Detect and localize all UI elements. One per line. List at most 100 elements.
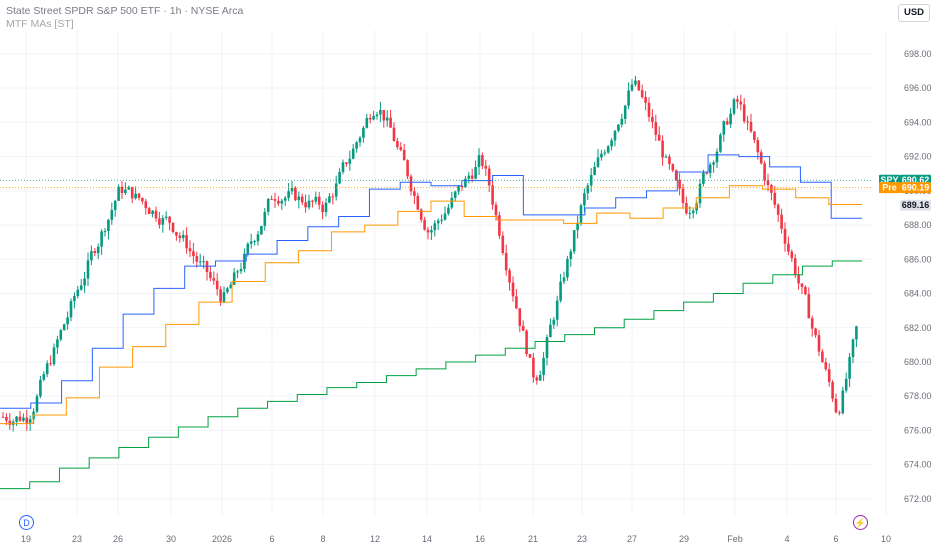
candle-body <box>28 419 32 423</box>
y-tick-label: 680.00 <box>904 357 932 367</box>
x-tick-label: 2026 <box>212 534 232 544</box>
candle-body <box>470 175 474 179</box>
candle-body <box>797 274 800 284</box>
candle-body <box>25 417 29 423</box>
candle-body <box>246 243 250 254</box>
candle-body <box>664 156 668 158</box>
candle-body <box>154 210 158 219</box>
candle-body <box>355 142 358 149</box>
candle-body <box>426 229 430 233</box>
price-tag-value: 689.16 <box>902 200 930 210</box>
candle-body <box>457 185 460 192</box>
candle-body <box>603 152 607 154</box>
candle-body <box>328 196 331 203</box>
candle-body <box>555 300 559 320</box>
candle-body <box>368 117 372 120</box>
candle-body <box>280 200 284 204</box>
y-tick-label: 676.00 <box>904 425 932 435</box>
candle-body <box>753 131 756 141</box>
candle-body <box>790 251 794 259</box>
x-tick-label: 12 <box>370 534 380 544</box>
candle-body <box>739 101 743 105</box>
candle-body <box>69 301 73 318</box>
candle-body <box>107 219 110 232</box>
candle-body <box>314 196 318 202</box>
candle-body <box>76 289 80 297</box>
candle-body <box>691 210 695 214</box>
candle-body <box>219 289 222 302</box>
candle-body <box>807 294 811 319</box>
candle-body <box>307 200 311 208</box>
candle-body <box>600 153 603 158</box>
price-axis[interactable]: 672.00 674.00 676.00 678.00 680.00 682.00 684.… <box>904 49 932 504</box>
indicator-label[interactable]: MTF MAs [ST] <box>6 18 74 30</box>
candle-body <box>222 292 226 302</box>
candle-body <box>640 90 644 98</box>
candle-body <box>443 213 447 220</box>
candle-body <box>674 170 678 180</box>
candle-body <box>249 241 253 244</box>
x-tick-label: 8 <box>320 534 325 544</box>
candle-body <box>90 251 93 261</box>
x-tick-label: 14 <box>422 534 432 544</box>
candle-body <box>185 234 188 249</box>
x-tick-label: 29 <box>679 534 689 544</box>
candle-body <box>365 117 369 128</box>
candle-body <box>188 248 192 252</box>
candle-body <box>668 156 671 165</box>
candle-body <box>518 308 522 326</box>
candle-body <box>634 80 637 85</box>
candle-body <box>827 369 831 383</box>
candle-body <box>226 288 229 293</box>
candle-body <box>654 122 658 135</box>
candle-body <box>83 278 86 286</box>
candle-body <box>532 357 535 378</box>
x-tick-label: 21 <box>528 534 538 544</box>
candle-body <box>134 193 137 199</box>
candle-body <box>528 353 532 358</box>
candle-body <box>419 209 423 220</box>
dividend-marker[interactable]: D <box>19 515 34 530</box>
candle-body <box>447 207 450 214</box>
candle-body <box>96 246 100 254</box>
price-tags: SPY 690.62 Pre 690.19 689.16 <box>0 174 931 211</box>
candle-body <box>311 200 314 202</box>
candle-body <box>535 377 539 381</box>
candle-body <box>66 317 69 325</box>
candle-body <box>576 222 579 231</box>
currency-button[interactable]: USD <box>898 4 930 22</box>
candle-body <box>144 201 148 209</box>
candle-body <box>56 339 59 348</box>
candle-body <box>294 188 297 201</box>
candle-body <box>49 363 52 365</box>
candle-body <box>158 218 161 225</box>
event-lightning-icon[interactable]: ⚡ <box>853 515 868 530</box>
candle-body <box>484 165 488 169</box>
candle-body <box>521 325 525 331</box>
time-axis[interactable]: 19 23 26 30 2026 6 8 12 14 16 21 23 27 29 Feb 4 6 10 <box>21 534 891 544</box>
y-tick-label: 684.00 <box>904 289 932 299</box>
candle-body <box>113 200 117 210</box>
candle-body <box>776 204 780 215</box>
candle-body <box>722 121 726 135</box>
price-tag-pre[interactable]: Pre 690.19 <box>879 182 931 194</box>
candle-body <box>389 117 392 128</box>
candle-body <box>331 196 335 198</box>
candle-body <box>542 357 545 375</box>
candle-body <box>538 374 542 381</box>
candle-body <box>256 234 260 242</box>
candle-body <box>450 197 454 208</box>
candle-body <box>800 283 804 287</box>
candle-body <box>287 191 290 198</box>
candle-body <box>236 271 239 273</box>
candle-body <box>192 251 195 257</box>
price-tag-ma[interactable]: 689.16 <box>900 199 931 211</box>
candle-body <box>338 171 341 184</box>
candle-body <box>120 186 124 194</box>
candle-body <box>705 172 709 174</box>
candle-body <box>508 270 511 283</box>
candle-body <box>498 215 501 236</box>
candle-body <box>620 118 624 125</box>
candle-body <box>617 124 620 131</box>
